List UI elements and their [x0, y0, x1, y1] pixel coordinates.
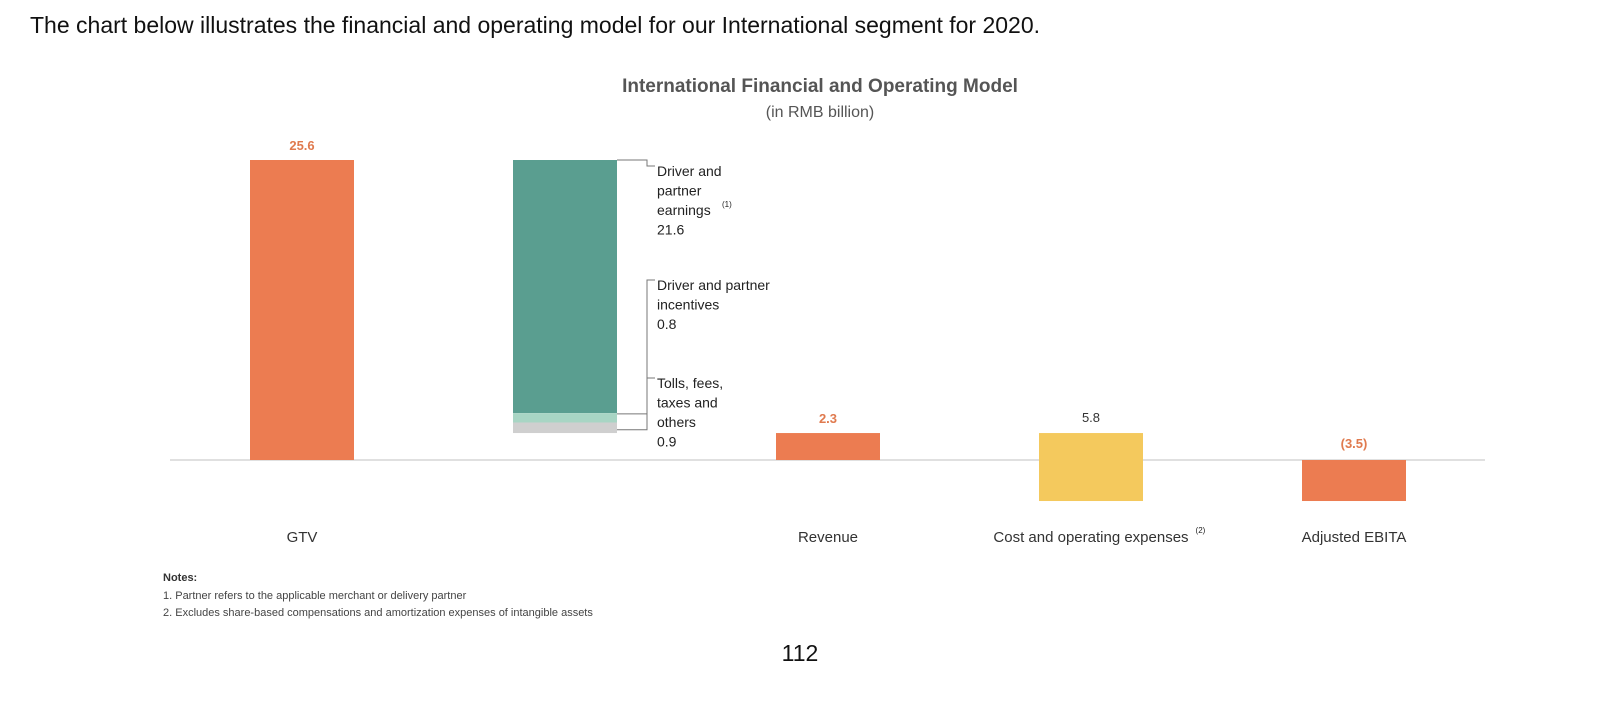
component-label-line: Driver and	[657, 163, 722, 179]
data-label: 5.8	[1082, 410, 1100, 425]
bar-segment-2	[513, 422, 617, 434]
category-superscript: (2)	[1196, 526, 1206, 535]
data-label: 25.6	[289, 138, 314, 153]
component-annotation-1: Driver and partner incentives 0.8	[617, 277, 770, 415]
bar-segment-0	[513, 160, 617, 414]
component-label-line: earnings	[657, 202, 711, 218]
category-label: Adjusted EBITA	[1302, 529, 1407, 546]
leader-line-2	[617, 377, 655, 431]
page-number: 112	[781, 640, 819, 666]
component-superscript: (1)	[722, 200, 732, 209]
note-line: 2. Excludes share-based compensations an…	[163, 607, 593, 619]
bar-adjusted-ebita	[1302, 460, 1406, 502]
component-label-line: 0.9	[657, 434, 677, 450]
component-annotation-2: Tolls, fees, taxes and others 0.9	[617, 375, 723, 450]
data-label: (3.5)	[1341, 436, 1368, 451]
component-label-line: 21.6	[657, 222, 684, 238]
component-label-line: incentives	[657, 297, 719, 313]
bar-cost-and-operating-expenses	[1039, 433, 1143, 502]
notes-layer: Notes: 1. Partner refers to the applicabl…	[163, 572, 593, 619]
chart-subtitle: (in RMB billion)	[766, 104, 874, 121]
note-line: 1. Partner refers to the applicable merc…	[163, 590, 467, 602]
leader-line-1	[617, 279, 655, 415]
notes-heading: Notes:	[163, 572, 197, 584]
leader-line-0	[617, 159, 655, 167]
intro-text: The chart below illustrates the financia…	[30, 12, 1041, 38]
bar-gtv	[250, 160, 354, 460]
bar-segment-1	[513, 413, 617, 423]
chart-title: International Financial and Operating Mo…	[622, 76, 1018, 97]
component-label-line: taxes and	[657, 395, 718, 411]
component-label-line: Driver and partner	[657, 277, 770, 293]
category-label: GTV	[287, 529, 318, 546]
component-label-line: partner	[657, 183, 702, 199]
component-annotation-0: Driver and partner earnings 21.6 (1)	[617, 159, 732, 238]
component-label-line: Tolls, fees,	[657, 375, 723, 391]
component-label-line: others	[657, 414, 696, 430]
component-label-line: 0.8	[657, 316, 677, 332]
category-label: Cost and operating expenses	[993, 529, 1188, 546]
category-label: Revenue	[798, 529, 858, 546]
data-label: 2.3	[819, 411, 837, 426]
bar-revenue	[776, 433, 880, 460]
